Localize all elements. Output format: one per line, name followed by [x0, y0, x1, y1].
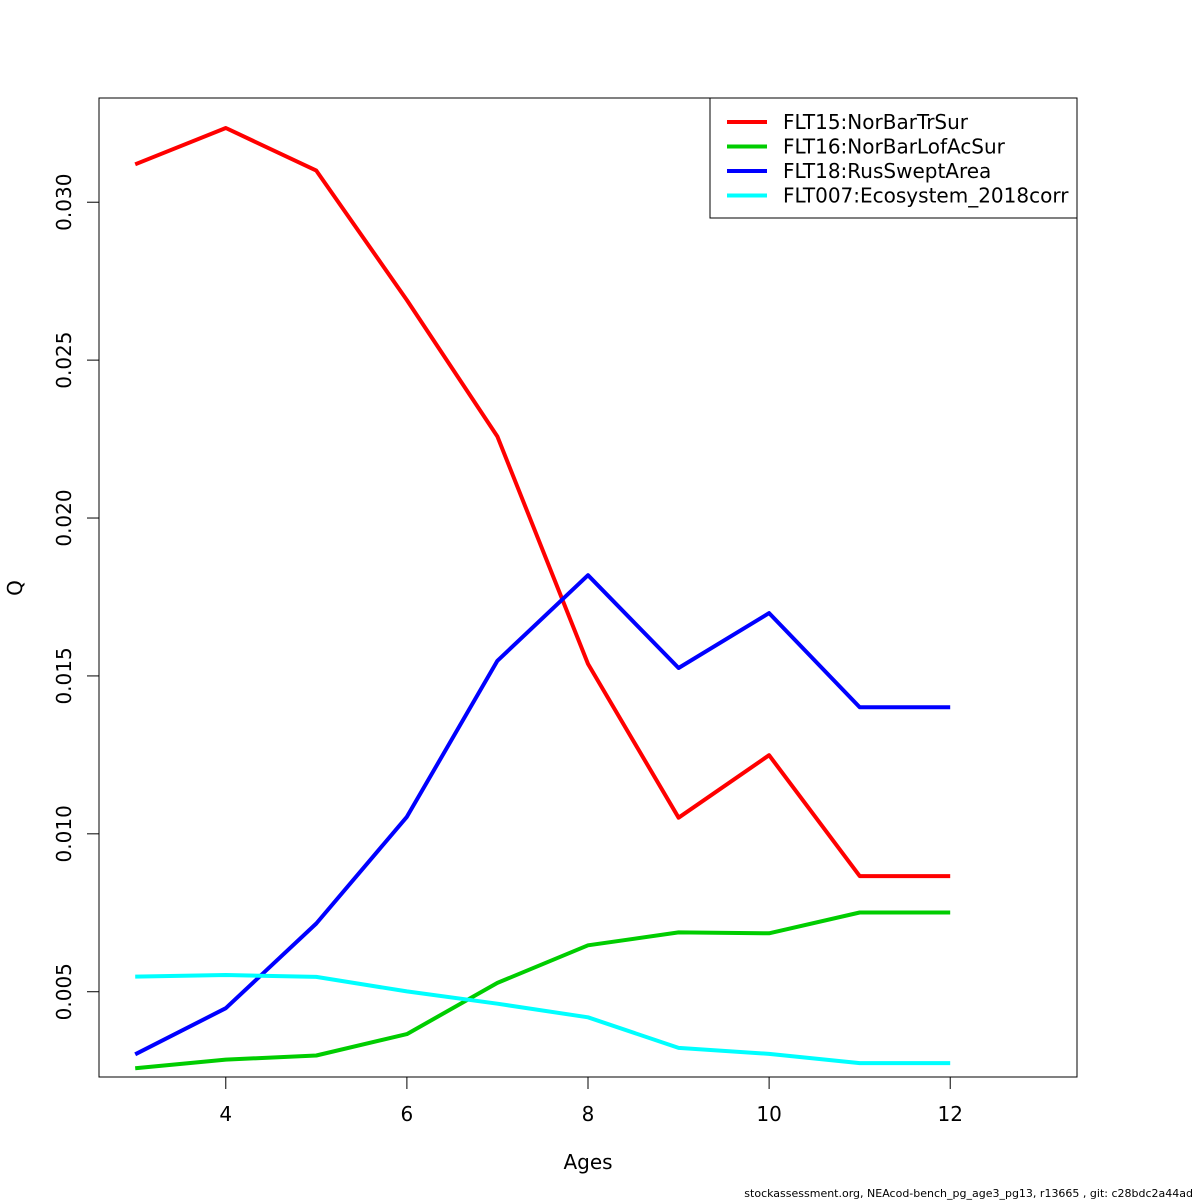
legend: FLT15:NorBarTrSurFLT16:NorBarLofAcSurFLT…: [709, 97, 1078, 219]
y-tick-label: 0.020: [52, 489, 76, 546]
series-line-1: [134, 126, 951, 879]
x-tick-label: 8: [582, 1102, 595, 1126]
y-tick-label: 0.005: [52, 963, 76, 1020]
y-tick-label: 0.025: [52, 331, 76, 388]
plot-frame: [98, 97, 1078, 1078]
legend-label: FLT18:RusSweptArea: [783, 159, 991, 183]
x-axis: 4 6 8 10 12: [219, 1076, 963, 1126]
footer-note: stockassessment.org, NEAcod-bench_pg_age…: [744, 1187, 1193, 1200]
legend-label: FLT16:NorBarLofAcSur: [783, 135, 1006, 159]
y-tick-label: 0.015: [52, 647, 76, 704]
y-axis-title: Q: [3, 580, 27, 596]
y-axis: 0.005 0.010 0.015 0.020 0.025 0.030: [52, 174, 100, 1020]
series-line-4: [135, 973, 951, 1066]
legend-box: [709, 97, 1078, 219]
x-tick-label: 4: [219, 1102, 232, 1126]
x-axis-title: Ages: [563, 1150, 612, 1174]
x-tick-label: 12: [937, 1102, 962, 1126]
series-lines: [134, 126, 951, 1071]
legend-label: FLT15:NorBarTrSur: [783, 110, 969, 134]
x-tick-label: 10: [756, 1102, 781, 1126]
y-tick-label: 0.030: [52, 174, 76, 231]
legend-label: FLT007:Ecosystem_2018corr: [783, 184, 1069, 208]
series-line-3: [134, 573, 951, 1057]
series-line-2: [135, 910, 951, 1071]
y-tick-label: 0.010: [52, 805, 76, 862]
x-tick-label: 6: [401, 1102, 414, 1126]
